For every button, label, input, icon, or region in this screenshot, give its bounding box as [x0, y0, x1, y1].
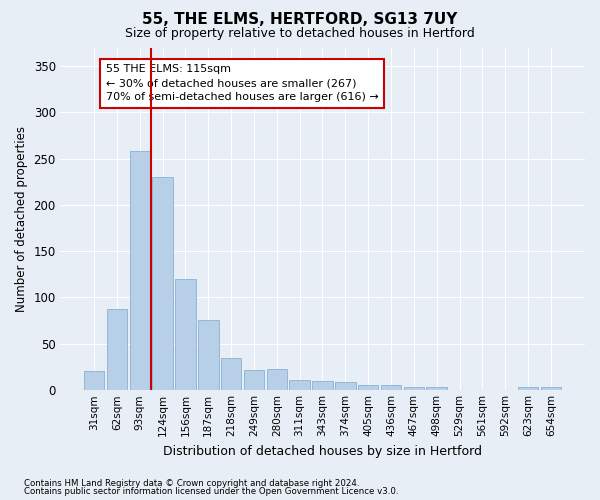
Bar [404, 387, 424, 390]
Bar [312, 380, 333, 390]
Bar [198, 320, 218, 390]
X-axis label: Distribution of detached houses by size in Hertford: Distribution of detached houses by size … [163, 444, 482, 458]
Bar [221, 358, 241, 390]
Bar [152, 177, 173, 390]
Y-axis label: Number of detached properties: Number of detached properties [15, 126, 28, 312]
Bar [84, 372, 104, 390]
Bar [358, 385, 379, 390]
Text: 55 THE ELMS: 115sqm
← 30% of detached houses are smaller (267)
70% of semi-detac: 55 THE ELMS: 115sqm ← 30% of detached ho… [106, 64, 378, 102]
Bar [541, 387, 561, 390]
Bar [130, 151, 150, 390]
Bar [518, 387, 538, 390]
Bar [244, 370, 264, 390]
Bar [427, 387, 447, 390]
Bar [335, 382, 356, 390]
Bar [289, 380, 310, 390]
Bar [175, 279, 196, 390]
Text: 55, THE ELMS, HERTFORD, SG13 7UY: 55, THE ELMS, HERTFORD, SG13 7UY [142, 12, 458, 28]
Bar [266, 368, 287, 390]
Bar [107, 310, 127, 390]
Text: Contains HM Land Registry data © Crown copyright and database right 2024.: Contains HM Land Registry data © Crown c… [24, 478, 359, 488]
Text: Contains public sector information licensed under the Open Government Licence v3: Contains public sector information licen… [24, 487, 398, 496]
Bar [381, 385, 401, 390]
Text: Size of property relative to detached houses in Hertford: Size of property relative to detached ho… [125, 28, 475, 40]
